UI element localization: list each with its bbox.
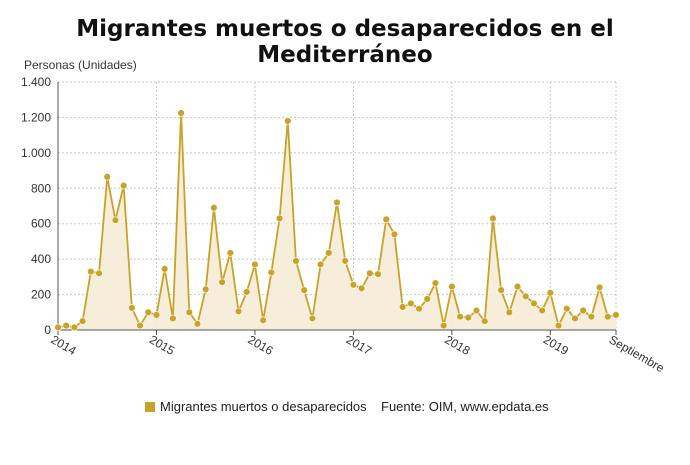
x-tick-label: 2015	[147, 332, 177, 358]
data-point	[152, 311, 161, 319]
data-point	[202, 285, 210, 293]
data-point	[472, 306, 481, 315]
x-tick-label: 2018	[442, 332, 472, 358]
x-tick-label: 2016	[245, 332, 275, 358]
data-point	[300, 286, 308, 294]
data-point	[497, 286, 505, 294]
chart-title: Migrantes muertos o desaparecidos en el …	[76, 16, 614, 68]
data-point	[160, 265, 169, 273]
data-point	[169, 314, 177, 323]
data-point	[374, 270, 382, 278]
series-area	[58, 113, 616, 330]
legend-swatch	[145, 401, 155, 412]
data-point	[366, 269, 374, 278]
data-point	[251, 260, 259, 269]
source-note: Fuente: OIM, www.epdata.es	[381, 399, 549, 414]
y-tick-label: 1.400	[21, 75, 51, 89]
data-point	[177, 109, 185, 117]
data-point	[431, 279, 440, 287]
data-point	[554, 321, 563, 330]
y-tick-label: 200	[31, 288, 51, 302]
data-point	[587, 313, 596, 321]
data-point	[423, 295, 431, 303]
data-point	[595, 283, 604, 292]
x-tick-label: 2014	[49, 332, 79, 358]
data-point	[103, 173, 111, 181]
data-point	[579, 306, 587, 315]
data-point	[78, 317, 87, 325]
data-point	[284, 117, 292, 125]
data-point	[439, 321, 448, 330]
data-point	[275, 214, 284, 223]
data-point	[464, 313, 472, 322]
data-point	[144, 308, 152, 316]
data-point	[267, 268, 276, 277]
y-tick-label: 600	[31, 217, 51, 231]
legend-label: Migrantes muertos o desaparecidos	[160, 399, 367, 414]
data-point	[513, 282, 522, 291]
data-point	[185, 308, 193, 316]
data-point	[456, 313, 464, 321]
data-point	[136, 321, 144, 330]
data-point	[243, 288, 251, 296]
data-point	[604, 313, 612, 321]
data-point	[119, 181, 128, 190]
y-tick-label: 800	[31, 181, 51, 195]
data-point	[489, 214, 497, 223]
data-point	[546, 289, 555, 297]
data-point	[481, 317, 489, 325]
data-point	[382, 215, 390, 223]
data-point	[571, 314, 579, 323]
y-tick-label: 0	[44, 323, 51, 337]
data-point	[522, 292, 530, 301]
x-tick-label: Septiembre	[607, 332, 667, 375]
data-point	[54, 323, 62, 332]
data-point	[218, 278, 226, 286]
y-tick-label: 1.000	[21, 146, 51, 160]
data-point	[398, 303, 407, 311]
data-point	[259, 316, 267, 324]
data-point	[341, 257, 349, 265]
data-point	[563, 305, 571, 313]
data-point	[538, 306, 546, 315]
data-point	[95, 269, 103, 278]
x-tick-label: 2019	[541, 332, 571, 358]
data-point	[448, 282, 456, 291]
data-point	[505, 308, 514, 316]
data-point	[62, 321, 70, 330]
data-point	[210, 204, 218, 212]
data-point	[308, 314, 317, 323]
data-point	[234, 307, 243, 316]
data-point	[349, 281, 358, 289]
legend[interactable]: Migrantes muertos o desaparecidos	[145, 399, 367, 414]
data-point	[128, 304, 136, 312]
x-tick-label: 2017	[344, 332, 374, 358]
data-point	[357, 284, 366, 293]
data-point	[407, 299, 415, 308]
data-point	[325, 249, 333, 257]
y-tick-label: 1.200	[21, 110, 51, 124]
data-point	[292, 257, 300, 265]
data-point	[530, 299, 538, 308]
data-point	[111, 216, 120, 224]
data-point	[70, 323, 79, 332]
y-axis-label: Personas (Unidades)	[24, 58, 137, 72]
data-point	[316, 260, 325, 269]
data-point	[390, 230, 399, 239]
data-point	[226, 249, 235, 257]
data-point	[415, 305, 423, 313]
data-point	[87, 267, 95, 276]
y-tick-label: 400	[31, 252, 51, 266]
data-point	[193, 320, 202, 328]
data-point	[333, 198, 341, 207]
data-point	[612, 311, 620, 319]
